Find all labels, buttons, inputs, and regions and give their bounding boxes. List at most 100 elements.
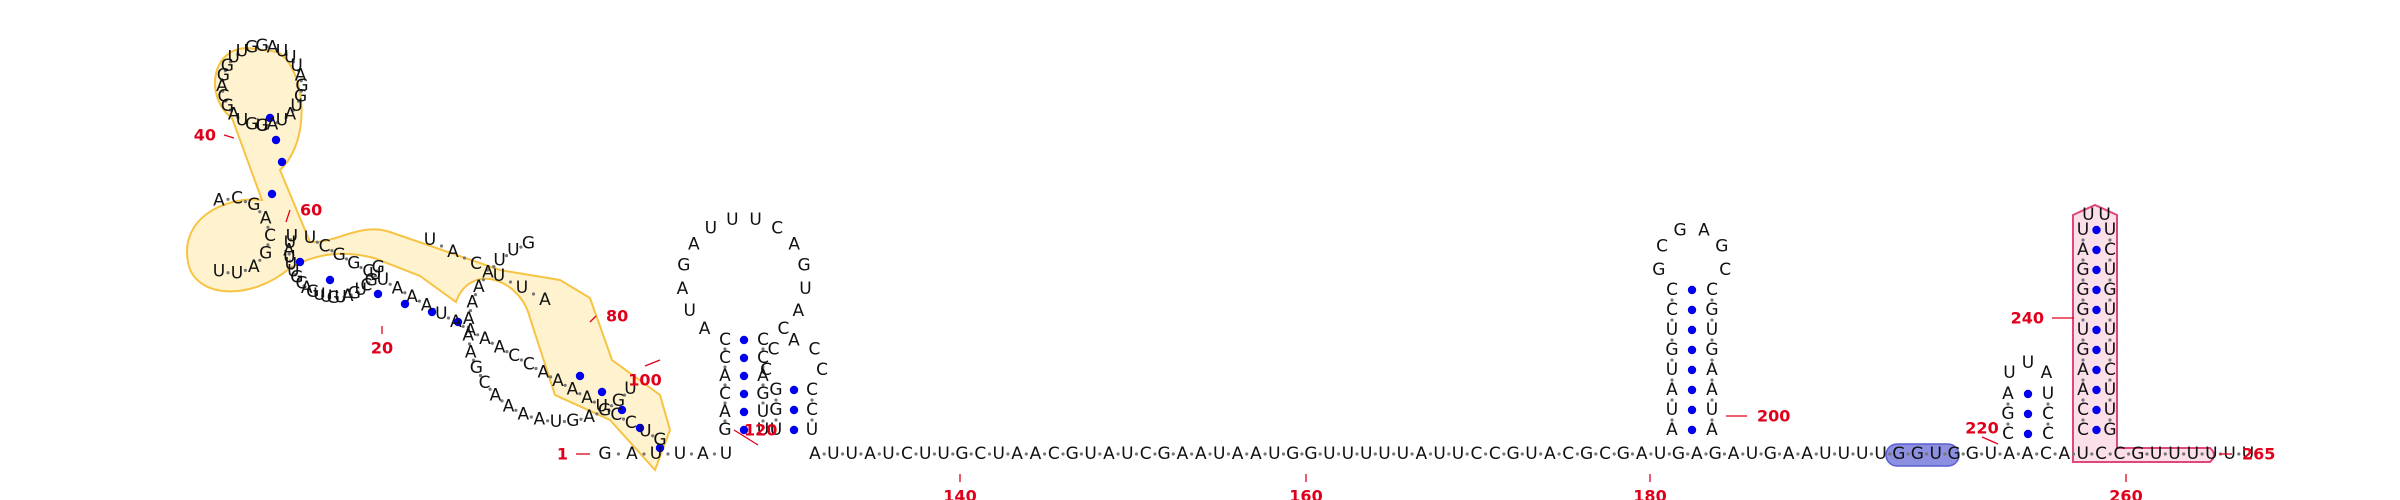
position-tick (1981, 436, 1999, 445)
backbone-dot (1710, 418, 1714, 422)
backbone-dot (761, 347, 765, 351)
hairpin-e-stem-nucleotide: U (2042, 384, 2054, 404)
base-pair-dot (739, 389, 749, 399)
tail-nucleotide: U (1342, 444, 1354, 464)
tail-nucleotide: U (1819, 444, 1831, 464)
hairpin-c-stem-nucleotide: C (806, 380, 818, 400)
backbone-dot (297, 69, 301, 73)
domain-a-hairpin-nucleotide: U (290, 56, 302, 76)
backbone-dot (1245, 452, 1249, 456)
backbone-dot (1943, 452, 1947, 456)
hairpin-d-stem-nucleotide: U (1666, 360, 1678, 380)
hairpin-d-stem-nucleotide: C (1666, 300, 1678, 320)
base-pair-dot (2092, 385, 2101, 395)
domain-a-hairpin-nucleotide: G (245, 37, 258, 57)
backbone-dot (1281, 452, 1286, 456)
tail-nucleotide: U (1654, 444, 1666, 464)
backbone-dot (529, 415, 533, 419)
backbone-dot (2108, 452, 2112, 456)
backbone-dot (265, 45, 269, 49)
backbone-dot (1539, 452, 1543, 456)
domain-a-nucleotide: U (493, 266, 505, 286)
backbone-dot (1079, 452, 1083, 456)
backbone-dot (595, 412, 599, 416)
base-pair-dot (1687, 365, 1697, 375)
domain-a-nucleotide: A (697, 444, 709, 464)
domain-a-loop-nucleotide: A (533, 410, 545, 430)
backbone-dot (1670, 338, 1674, 342)
base-pair-dot (2092, 405, 2101, 415)
hairpin-b-loop-nucleotide: U (726, 210, 738, 230)
domain-a-nucleotide: A (447, 242, 459, 262)
tail-nucleotide: U (1525, 444, 1537, 464)
domain-a-hairpin-nucleotide: U (236, 41, 248, 61)
hairpin-c-stem-nucleotide: G (769, 380, 782, 400)
backbone-dot (461, 324, 465, 328)
hairpin-b-stem-nucleotide: A (757, 366, 769, 386)
domain-a-bulge-nucleotide: U (213, 262, 225, 282)
base-pair-dot (453, 317, 463, 327)
domain-a-nucleotide: G (348, 284, 361, 304)
base-pair-dot (2092, 245, 2101, 255)
backbone-dot (1670, 378, 1674, 382)
backbone-dot (2108, 398, 2112, 402)
backbone-dot (1710, 338, 1714, 342)
domain-a-nucleotide: A (283, 240, 295, 260)
tail-nucleotide: C (974, 444, 986, 464)
hairpin-b-loop-nucleotide: U (799, 279, 811, 299)
backbone-dot (859, 452, 863, 456)
hairpin-d-stem-nucleotide: U (1666, 400, 1678, 420)
domain-a-nucleotide: G (372, 258, 385, 278)
hairpin-f-stem-nucleotide: U (2104, 400, 2116, 420)
backbone-dot (519, 358, 524, 362)
hairpin-f-stem-nucleotide: U (2077, 220, 2089, 240)
domain-a-nucleotide: C (295, 273, 307, 293)
tail-nucleotide: C (901, 444, 913, 464)
domain-a-hairpin-nucleotide: G (221, 56, 234, 76)
hairpin-d-stem-nucleotide: A (1706, 380, 1718, 400)
backbone-dot (226, 197, 230, 201)
backbone-dot (356, 290, 360, 294)
domain-a-nucleotide: A (581, 388, 593, 408)
tail-nucleotide: U (1433, 444, 1445, 464)
domain-a-nucleotide: A (406, 287, 418, 307)
hairpin-f-stem-nucleotide: A (2077, 360, 2089, 380)
backbone-dot (579, 417, 583, 421)
backbone-dot (2006, 422, 2010, 426)
backbone-dot (374, 274, 378, 278)
domain-a-loop-nucleotide: A (490, 386, 502, 406)
domain-a-nucleotide: U (595, 396, 607, 416)
backbone-dot (723, 401, 727, 405)
tail-nucleotide: G (1617, 444, 1630, 464)
base-pair-dot (739, 407, 749, 417)
backbone-dot (349, 293, 353, 297)
position-number: 160 (1289, 487, 1322, 500)
backbone-dot (2081, 398, 2085, 402)
position-number: 260 (2109, 487, 2142, 500)
backbone-dot (1741, 452, 1745, 456)
hairpin-d-loop-nucleotide: G (1715, 236, 1728, 256)
backbone-dot (226, 271, 230, 275)
hairpin-e-stem-nucleotide: C (2042, 424, 2054, 444)
base-pair-dot (2023, 409, 2033, 419)
tail-nucleotide: U (1929, 444, 1941, 464)
tail-nucleotide: G (1158, 444, 1171, 464)
hairpin-e-loop-nucleotide: U (2003, 363, 2015, 383)
hairpin-b-stem-nucleotide: C (757, 348, 769, 368)
backbone-dot (2127, 452, 2131, 456)
domain-a-nucleotide: A (465, 321, 477, 341)
backbone-dot (1392, 452, 1396, 456)
hairpin-c-stem-nucleotide: U (806, 420, 818, 440)
hairpin-d-stem-nucleotide: U (1666, 320, 1678, 340)
tail-nucleotide: U (1874, 444, 1886, 464)
tail-nucleotide: U (1746, 444, 1758, 464)
backbone-dot (476, 333, 480, 337)
tail-nucleotide: U (1360, 444, 1372, 464)
hairpin-c-stem-nucleotide: G (769, 400, 782, 420)
domain-a-loop-nucleotide: G (612, 391, 625, 411)
highlight-regions (186, 46, 2215, 472)
backbone-dot (245, 47, 249, 52)
backbone-dot (1612, 452, 1616, 456)
backbone-dot (258, 258, 262, 262)
